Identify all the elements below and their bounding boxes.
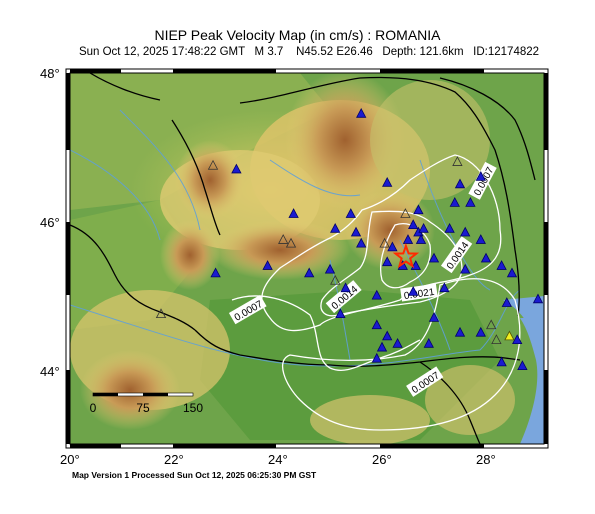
station-marker-open — [452, 156, 463, 166]
station-marker — [512, 334, 523, 345]
station-marker — [371, 289, 382, 300]
station-marker-open — [400, 208, 411, 218]
lat-label-44: 44° — [40, 364, 60, 379]
scale-label-150: 150 — [183, 401, 203, 415]
station-marker-open — [486, 319, 497, 330]
station-marker-open — [285, 237, 297, 248]
map-title: NIEP Peak Velocity Map (in cm/s) : ROMAN… — [154, 27, 441, 43]
station-marker — [506, 267, 518, 278]
scale-label-75: 75 — [136, 401, 150, 415]
station-marker — [480, 252, 492, 263]
map-frame — [65, 68, 549, 449]
lon-label-20: 20° — [60, 452, 80, 467]
station-marker — [496, 260, 507, 270]
station-marker — [304, 267, 315, 278]
station-marker — [408, 219, 419, 230]
station-marker — [454, 178, 466, 189]
terrain-layer — [70, 73, 544, 444]
station-marker — [231, 163, 242, 174]
scale-bar: 0 75 150 — [90, 392, 203, 415]
lon-label-22: 22° — [164, 452, 184, 467]
station-marker — [382, 176, 393, 187]
epicenter-layer — [392, 243, 420, 269]
station-marker — [465, 196, 476, 207]
station-marker — [475, 234, 486, 244]
lon-label-26: 26° — [372, 452, 392, 467]
event-subtitle: Sun Oct 12, 2025 17:48:22 GMT M 3.7 N45.… — [78, 46, 540, 58]
station-marker — [475, 171, 486, 181]
station-marker — [449, 196, 460, 207]
station-marker-yellow — [504, 330, 515, 341]
station-marker — [356, 237, 367, 248]
lat-label-46: 46° — [40, 215, 60, 230]
station-marker — [428, 252, 440, 263]
station-marker — [415, 234, 427, 244]
station-marker — [350, 226, 362, 237]
station-marker-open — [207, 159, 219, 170]
station-marker — [340, 282, 351, 293]
scale-label-0: 0 — [90, 401, 97, 415]
station-marker — [423, 337, 434, 348]
station-marker — [501, 297, 512, 307]
station-marker — [371, 319, 382, 330]
station-marker — [324, 263, 336, 274]
epicenter-star-icon — [392, 243, 420, 269]
station-marker — [402, 234, 414, 244]
velocity-contours — [231, 154, 521, 431]
station-marker-open — [379, 237, 390, 248]
station-marker — [262, 260, 273, 270]
station-marker-open — [155, 308, 167, 319]
station-marker — [371, 352, 382, 363]
station-marker — [454, 326, 466, 337]
station-marker — [428, 312, 440, 322]
station-marker — [345, 208, 356, 218]
station-marker — [387, 241, 398, 252]
station-marker — [460, 263, 471, 274]
station-marker — [210, 267, 221, 278]
station-marker — [382, 330, 393, 341]
station-marker — [408, 286, 419, 296]
lon-label-28: 28° — [476, 452, 496, 467]
lat-label-48: 48° — [40, 66, 60, 81]
station-marker — [517, 360, 528, 370]
station-marker-open — [278, 234, 289, 244]
station-marker — [496, 356, 507, 367]
station-marker — [382, 256, 393, 267]
station-marker — [418, 222, 429, 233]
station-layer — [155, 107, 544, 370]
station-marker — [413, 204, 424, 215]
station-marker-open — [330, 274, 341, 285]
station-marker-open — [491, 334, 502, 345]
station-marker — [532, 293, 544, 304]
station-marker — [335, 308, 346, 319]
country-borders — [70, 73, 536, 444]
station-marker — [444, 222, 455, 233]
station-marker — [392, 337, 403, 348]
lon-label-24: 24° — [268, 452, 288, 467]
station-marker — [439, 282, 450, 293]
station-marker — [376, 341, 388, 352]
station-marker — [475, 326, 486, 337]
station-marker — [288, 208, 299, 218]
station-marker — [330, 222, 341, 233]
station-marker — [356, 107, 367, 118]
station-marker — [460, 226, 471, 237]
processing-footer: Map Version 1 Processed Sun Oct 12, 2025… — [72, 470, 317, 480]
